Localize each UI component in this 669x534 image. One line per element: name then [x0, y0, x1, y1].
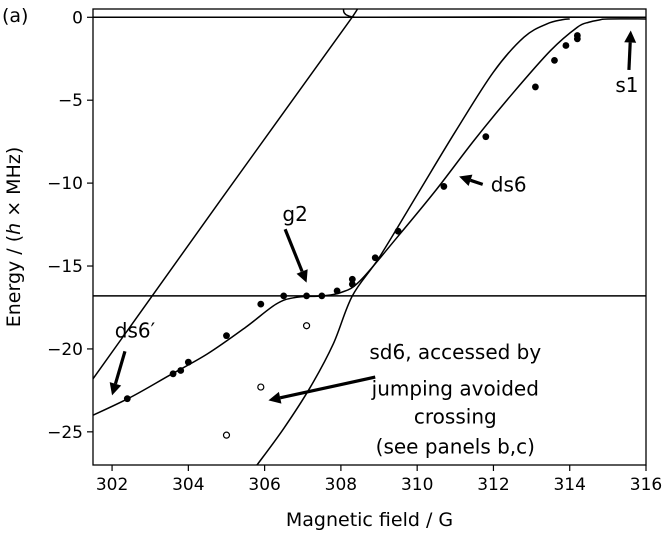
arrow-1-head — [624, 30, 637, 43]
y-tick-label: −25 — [47, 423, 83, 443]
annotation-label-5: sd6, accessed by — [369, 340, 541, 364]
data-point-filled-10 — [333, 287, 341, 295]
x-axis: 302 304 306 308 310 312 314 316 — [96, 465, 662, 495]
annotation-label-3: g2 — [282, 202, 307, 226]
data-point-open-1 — [222, 431, 231, 439]
plot-frame — [92, 8, 647, 466]
data-point-open-3 — [302, 322, 311, 330]
y-tick-label: 0 — [72, 8, 83, 28]
y-axis: 0 −5 −10 −15 −20 −25 — [47, 8, 93, 443]
data-point-filled-4 — [184, 358, 192, 366]
arrow-sd6-shaft — [279, 375, 376, 400]
x-tick-label: 306 — [248, 475, 280, 495]
y-tick-label: −10 — [47, 174, 83, 194]
data-point-filled-1 — [123, 395, 131, 403]
energy-level-line-3 — [93, 9, 646, 380]
annotation-label-1: s1 — [615, 73, 638, 97]
data-point-filled-14 — [394, 227, 402, 235]
x-tick-label: 312 — [477, 475, 509, 495]
energy-level-line-5 — [93, 18, 646, 416]
y-axis-label: Energy / (h × MHz) — [3, 147, 25, 328]
x-tick-label: 314 — [553, 475, 585, 495]
data-point-filled-2 — [169, 370, 177, 378]
annotation-label-4: ds6′ — [115, 318, 156, 342]
panel-label: (a) — [2, 5, 28, 27]
annotation-label-8: (see panels b,c) — [376, 434, 535, 458]
y-axis-label-h: h — [3, 223, 25, 235]
y-axis-label-suffix: × MHz) — [3, 147, 25, 223]
annotations: s1 ds6 g2 ds6′ sd6, accessed by jumping avoid… — [109, 30, 639, 458]
data-point-filled-18 — [551, 57, 558, 64]
x-tick-label: 310 — [401, 475, 433, 495]
x-tick-label: 308 — [325, 475, 357, 495]
data-point-filled-13 — [371, 254, 379, 262]
data-point-filled-15 — [440, 183, 448, 190]
y-tick-label: −15 — [47, 257, 83, 277]
annotation-label-7: crossing — [414, 405, 497, 429]
data-point-open-2 — [257, 383, 265, 391]
data-point-filled-5 — [223, 332, 230, 340]
x-tick-label: 316 — [630, 475, 662, 495]
y-tick-label: −5 — [58, 91, 83, 111]
data-point-filled-21 — [573, 32, 581, 39]
y-axis-label-prefix: Energy / ( — [3, 235, 25, 327]
data-point-filled-9 — [318, 292, 326, 300]
arrow-3-head — [296, 269, 308, 283]
arrow-1-shaft — [627, 42, 632, 70]
arrow-4-shaft — [113, 350, 127, 385]
plot-area — [93, 9, 646, 465]
x-tick-label: 302 — [96, 475, 128, 495]
data-point-filled-7 — [280, 292, 288, 300]
arrow-2-shaft — [469, 178, 484, 186]
annotation-label-2: ds6 — [491, 172, 527, 196]
data-point-filled-6 — [257, 300, 265, 308]
x-axis-label: Magnetic field / G — [286, 509, 453, 531]
annotation-label-6: jumping avoided — [371, 376, 539, 400]
x-tick-label: 304 — [172, 475, 204, 495]
energy-level-line-4 — [256, 18, 570, 465]
arrow-2-head — [459, 174, 473, 186]
data-point-filled-12 — [348, 275, 356, 283]
data-point-filled-16 — [482, 133, 490, 141]
data-point-filled-11 — [348, 280, 356, 288]
arrow-4-head — [109, 382, 122, 396]
y-tick-label: −20 — [47, 340, 83, 360]
data-point-filled-17 — [532, 83, 539, 91]
data-point-filled-19 — [562, 42, 570, 49]
arrow-3-shaft — [283, 228, 304, 273]
data-point-filled-3 — [177, 367, 185, 374]
arrow-sd6-head — [268, 391, 282, 404]
data-point-filled-8 — [303, 292, 310, 300]
